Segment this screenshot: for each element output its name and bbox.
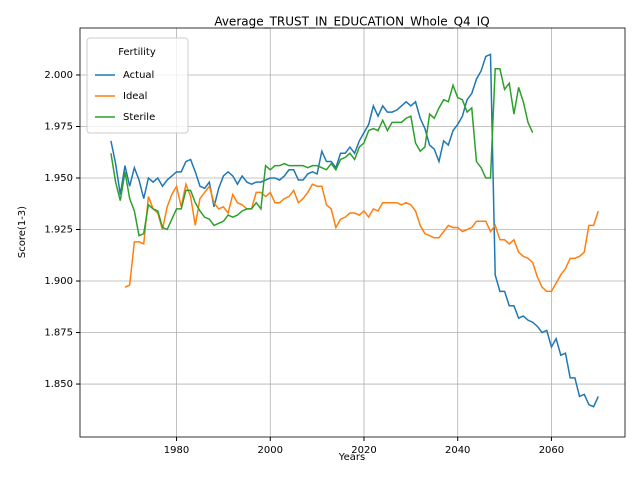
x-tick-label: 2040	[445, 445, 470, 456]
series-line	[110, 53, 599, 408]
legend-label: Ideal	[123, 91, 147, 102]
y-tick-label: 1.925	[44, 225, 73, 236]
y-axis-label: Score(1-3)	[17, 206, 28, 258]
y-tick-label: 2.000	[44, 70, 73, 81]
x-tick-label: 2060	[539, 445, 564, 456]
y-tick-label: 1.950	[44, 173, 73, 184]
plot-frame	[79, 27, 626, 438]
legend-title: Fertility	[118, 47, 156, 58]
y-tick-label: 1.975	[44, 121, 73, 132]
x-tick-label: 2000	[258, 445, 283, 456]
x-tick-label: 1980	[164, 445, 189, 456]
x-axis-label: Years	[338, 452, 365, 463]
y-tick-label: 1.875	[44, 328, 73, 339]
series-line	[110, 68, 534, 237]
legend-label: Sterile	[123, 112, 155, 123]
series-line	[124, 181, 600, 293]
y-tick-label: 1.900	[44, 276, 73, 287]
legend-label: Actual	[123, 70, 154, 81]
y-tick-label: 1.850	[44, 379, 73, 390]
x-tick-label: 2020	[351, 445, 376, 456]
chart-title: Average_TRUST_IN_EDUCATION_Whole_Q4_IQ	[214, 15, 489, 29]
legend-box	[86, 37, 189, 134]
